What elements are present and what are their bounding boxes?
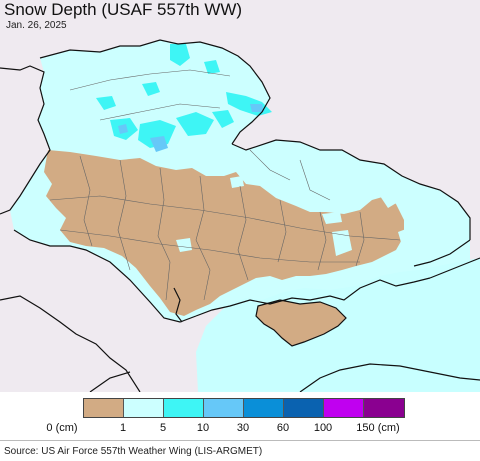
legend-swatch-150 [364, 399, 404, 417]
legend-label-10: 10 [196, 422, 210, 434]
no-snow-region [44, 150, 404, 316]
color-legend: 0 (cm) 1 5 10 30 60 100 150 (cm) [0, 392, 480, 440]
legend-swatch-60 [284, 399, 324, 417]
oblast-boundaries [49, 69, 401, 301]
east-snow-patches [176, 176, 420, 256]
legend-swatch-5 [164, 399, 204, 417]
legend-label-0: 0 (cm) [46, 422, 78, 434]
legend-swatches [83, 398, 405, 418]
legend-label-1: 1 [119, 422, 127, 434]
legend-swatch-30 [244, 399, 284, 417]
legend-label-60: 60 [276, 422, 290, 434]
medium-snow-patches [96, 44, 272, 148]
deep-snow-patches [118, 104, 264, 152]
country-borders [0, 39, 480, 392]
legend-label-150: 150 (cm) [356, 422, 400, 434]
legend-label-30: 30 [236, 422, 250, 434]
legend-label-5: 5 [159, 422, 167, 434]
snow-depth-map [0, 0, 480, 392]
legend-swatch-100 [324, 399, 364, 417]
source-credit: Source: US Air Force 557th Weather Wing … [4, 446, 263, 457]
map-date: Jan. 26, 2025 [6, 20, 67, 31]
footer: Source: US Air Force 557th Weather Wing … [0, 440, 480, 461]
legend-swatch-0 [84, 399, 124, 417]
map-title: Snow Depth (USAF 557th WW) [4, 0, 243, 19]
legend-swatch-1 [124, 399, 164, 417]
legend-tick-labels: 0 (cm) 1 5 10 30 60 100 150 (cm) [0, 422, 480, 436]
legend-label-100: 100 [313, 422, 333, 434]
legend-swatch-10 [204, 399, 244, 417]
